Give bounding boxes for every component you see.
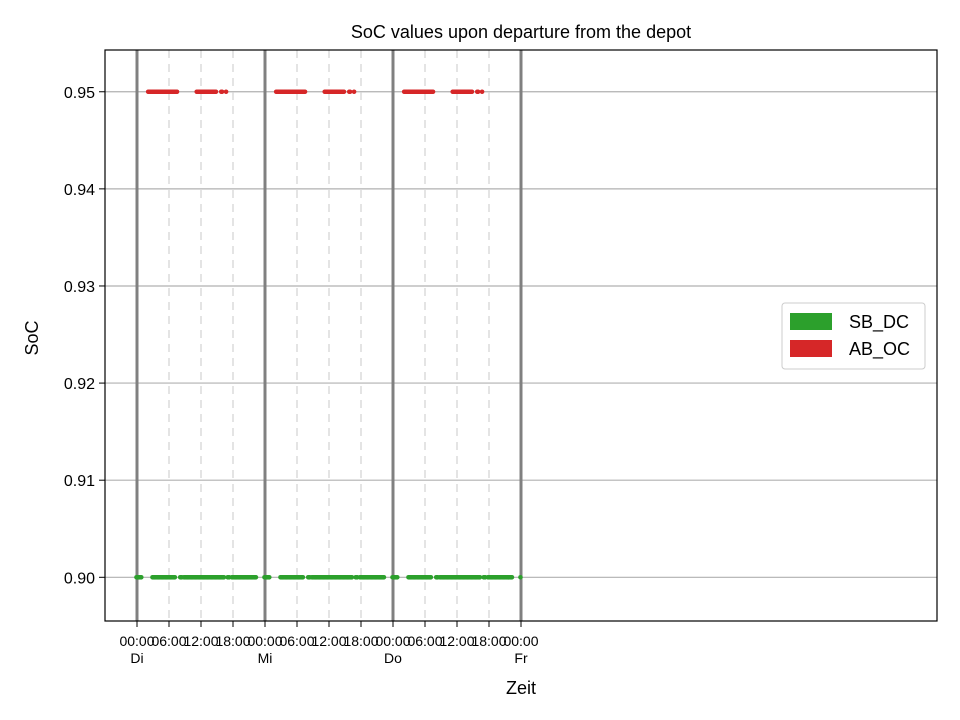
data-point [266,575,272,580]
x-tick-label: 12:00 [439,633,474,649]
x-tick-label: 18:00 [215,633,250,649]
x-tick-label: 00:00 [119,633,154,649]
x-tick-day-label: Do [384,650,402,666]
x-tick-label: 06:00 [151,633,186,649]
data-point [518,575,523,580]
data-point [475,89,481,95]
x-tick-day-label: Di [130,650,143,666]
data-point [221,575,227,580]
y-tick-label: 0.91 [64,473,95,490]
data-point [138,575,144,580]
series-ab-oc [145,89,485,95]
axes-frame [104,49,938,622]
data-point [428,575,434,580]
x-tick-label: 12:00 [183,633,218,649]
y-tick-label: 0.93 [64,279,95,296]
data-point [213,89,219,95]
data-point [477,575,483,580]
data-point [172,575,178,580]
legend: SB_DC AB_OC [781,302,926,370]
plot-area: 0.900.910.920.930.940.9500:00Di06:0012:0… [64,49,938,666]
y-tick-label: 0.90 [64,570,95,587]
x-tick-day-label: Mi [258,650,273,666]
legend-swatch [790,340,832,357]
legend-swatch [790,313,832,330]
y-axis-label: SoC [22,320,42,355]
x-tick-label: 00:00 [247,633,282,649]
data-point [174,89,180,95]
data-point [302,89,308,95]
x-tick-label: 00:00 [375,633,410,649]
data-point [394,575,400,580]
x-tick-day-label: Fr [514,650,528,666]
legend-label: SB_DC [849,312,909,333]
data-point [300,575,306,580]
y-tick-label: 0.92 [64,376,95,393]
data-point [223,89,229,95]
data-point [509,575,515,580]
legend-label: AB_OC [849,339,910,360]
chart-title: SoC values upon departure from the depot [351,22,691,42]
y-tick-label: 0.94 [64,182,95,199]
x-axis-label: Zeit [506,678,536,698]
data-point [349,575,355,580]
data-point [351,89,357,95]
data-point [469,89,475,95]
x-tick-label: 18:00 [471,633,506,649]
data-point [381,575,387,580]
x-tick-label: 18:00 [343,633,378,649]
data-point [347,89,353,95]
x-tick-label: 00:00 [503,633,538,649]
data-point [253,575,259,580]
y-tick-label: 0.95 [64,85,95,102]
series-sb-dc [134,575,523,580]
x-tick-label: 12:00 [311,633,346,649]
data-point [430,89,436,95]
x-tick-label: 06:00 [407,633,442,649]
data-point [219,89,225,95]
data-point [341,89,347,95]
data-point [479,89,485,95]
x-tick-label: 06:00 [279,633,314,649]
